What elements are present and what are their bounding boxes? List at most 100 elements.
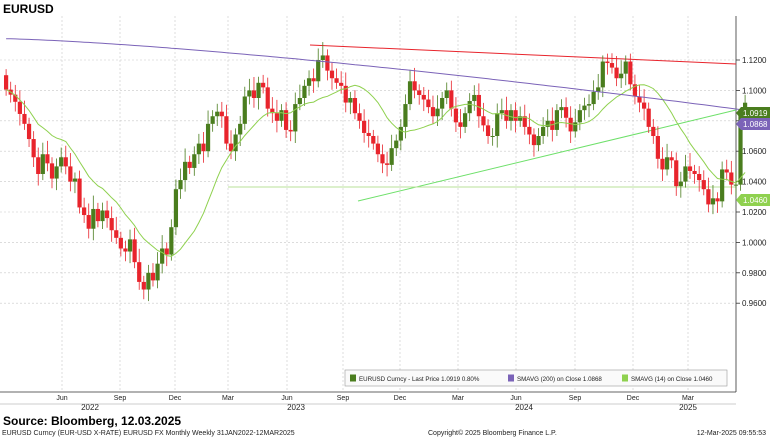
candle-body [430, 107, 436, 117]
candle-body [40, 154, 45, 174]
candle-body [421, 94, 426, 100]
candle-body [343, 85, 348, 103]
sma14-line [5, 84, 746, 257]
x-tick-label: Jun [510, 395, 521, 402]
x-tick-label: Sep [114, 395, 127, 402]
legend-label: SMAVG (200) on Close 1.0868 [517, 376, 602, 383]
candle-body [141, 281, 146, 290]
candle-body [288, 129, 293, 132]
legend-swatch [508, 374, 514, 382]
candle-body [550, 120, 555, 130]
candle-body [316, 60, 321, 82]
candle-body [591, 91, 596, 105]
candle-body [77, 178, 82, 208]
legend-box [344, 369, 728, 387]
candle-body [261, 82, 266, 88]
candle-body [17, 101, 22, 114]
candle-body [568, 117, 573, 132]
x-year-label: 2022 [81, 403, 99, 412]
x-tick-label: Mar [452, 395, 465, 402]
candle-body [596, 87, 601, 92]
candle-body [586, 104, 592, 106]
footer-security: EURUSD Curncy (EUR-USD X-RATE) EURUSD FX… [2, 430, 295, 437]
candle-body [573, 122, 578, 132]
candle-body [481, 116, 486, 126]
candle-body [600, 61, 605, 88]
candle-body [357, 113, 362, 121]
x-year-label: 2025 [679, 403, 697, 412]
candle-body [738, 114, 743, 185]
candle-body [183, 161, 188, 181]
x-tick-label: Dec [394, 395, 407, 402]
candle-body [706, 189, 711, 205]
candle-body [169, 227, 174, 255]
candle-body [238, 123, 243, 135]
sma14-tag-label: 1.0460 [743, 196, 768, 205]
x-tick-label: Dec [627, 395, 640, 402]
candle-body [109, 218, 114, 231]
candle-body [233, 134, 238, 152]
candle-body [697, 174, 702, 181]
x-tick-label: Sep [337, 395, 350, 402]
sma14-tag [736, 194, 770, 206]
x-year-label: 2024 [515, 403, 533, 412]
candle-body [173, 189, 179, 228]
candle-body [274, 113, 280, 121]
candle-body [582, 105, 587, 111]
candle-body [123, 248, 128, 252]
candle-body [394, 140, 399, 149]
candle-body [669, 157, 674, 161]
candle-body [577, 110, 582, 123]
x-year-label: 2023 [287, 403, 305, 412]
candle-body [453, 108, 459, 123]
support-trendline [357, 109, 737, 202]
candle-body [339, 82, 344, 86]
candle-body [527, 126, 532, 135]
candle-body [362, 120, 367, 133]
chart-title: EURUSD [3, 2, 54, 16]
candle-body [293, 104, 298, 132]
legend-label: SMAVG (14) on Close 1.0460 [631, 376, 713, 383]
candle-body [265, 87, 270, 109]
candle-body [380, 154, 385, 164]
candle-body [26, 123, 32, 140]
x-tick-label: Dec [169, 395, 182, 402]
candle-body [82, 207, 87, 216]
candle-body [687, 166, 693, 171]
candle-body [270, 108, 275, 114]
candle-body [160, 248, 165, 264]
plot-area [0, 16, 736, 392]
candle-body [619, 73, 624, 79]
x-tick-label: Mar [222, 395, 235, 402]
y-tick-label: 1.0200 [742, 208, 767, 217]
candle-body [485, 125, 491, 136]
candle-body [609, 63, 615, 68]
candle-body [417, 90, 422, 95]
candle-body [72, 178, 78, 182]
candle-body [224, 116, 229, 144]
candle-body [210, 116, 215, 124]
candle-body [518, 116, 523, 121]
candle-body [104, 210, 110, 219]
candle-body [118, 237, 123, 249]
last-price-tag [736, 107, 770, 119]
candle-body [545, 120, 550, 127]
candle-body [628, 61, 633, 85]
candle-body [325, 55, 330, 71]
candle-body [724, 169, 729, 173]
candle-body [490, 136, 495, 137]
candle-body [127, 239, 133, 252]
candle-body [522, 116, 527, 127]
candle-body [398, 126, 403, 141]
candle-body [283, 110, 289, 130]
candle-body [476, 94, 481, 117]
candle-body [215, 111, 220, 117]
candle-body [715, 198, 720, 202]
sma200-line [6, 38, 746, 111]
candle-body [384, 163, 390, 165]
candle-body [256, 82, 261, 98]
y-tick-label: 1.0600 [742, 147, 767, 156]
candle-body [563, 107, 569, 118]
